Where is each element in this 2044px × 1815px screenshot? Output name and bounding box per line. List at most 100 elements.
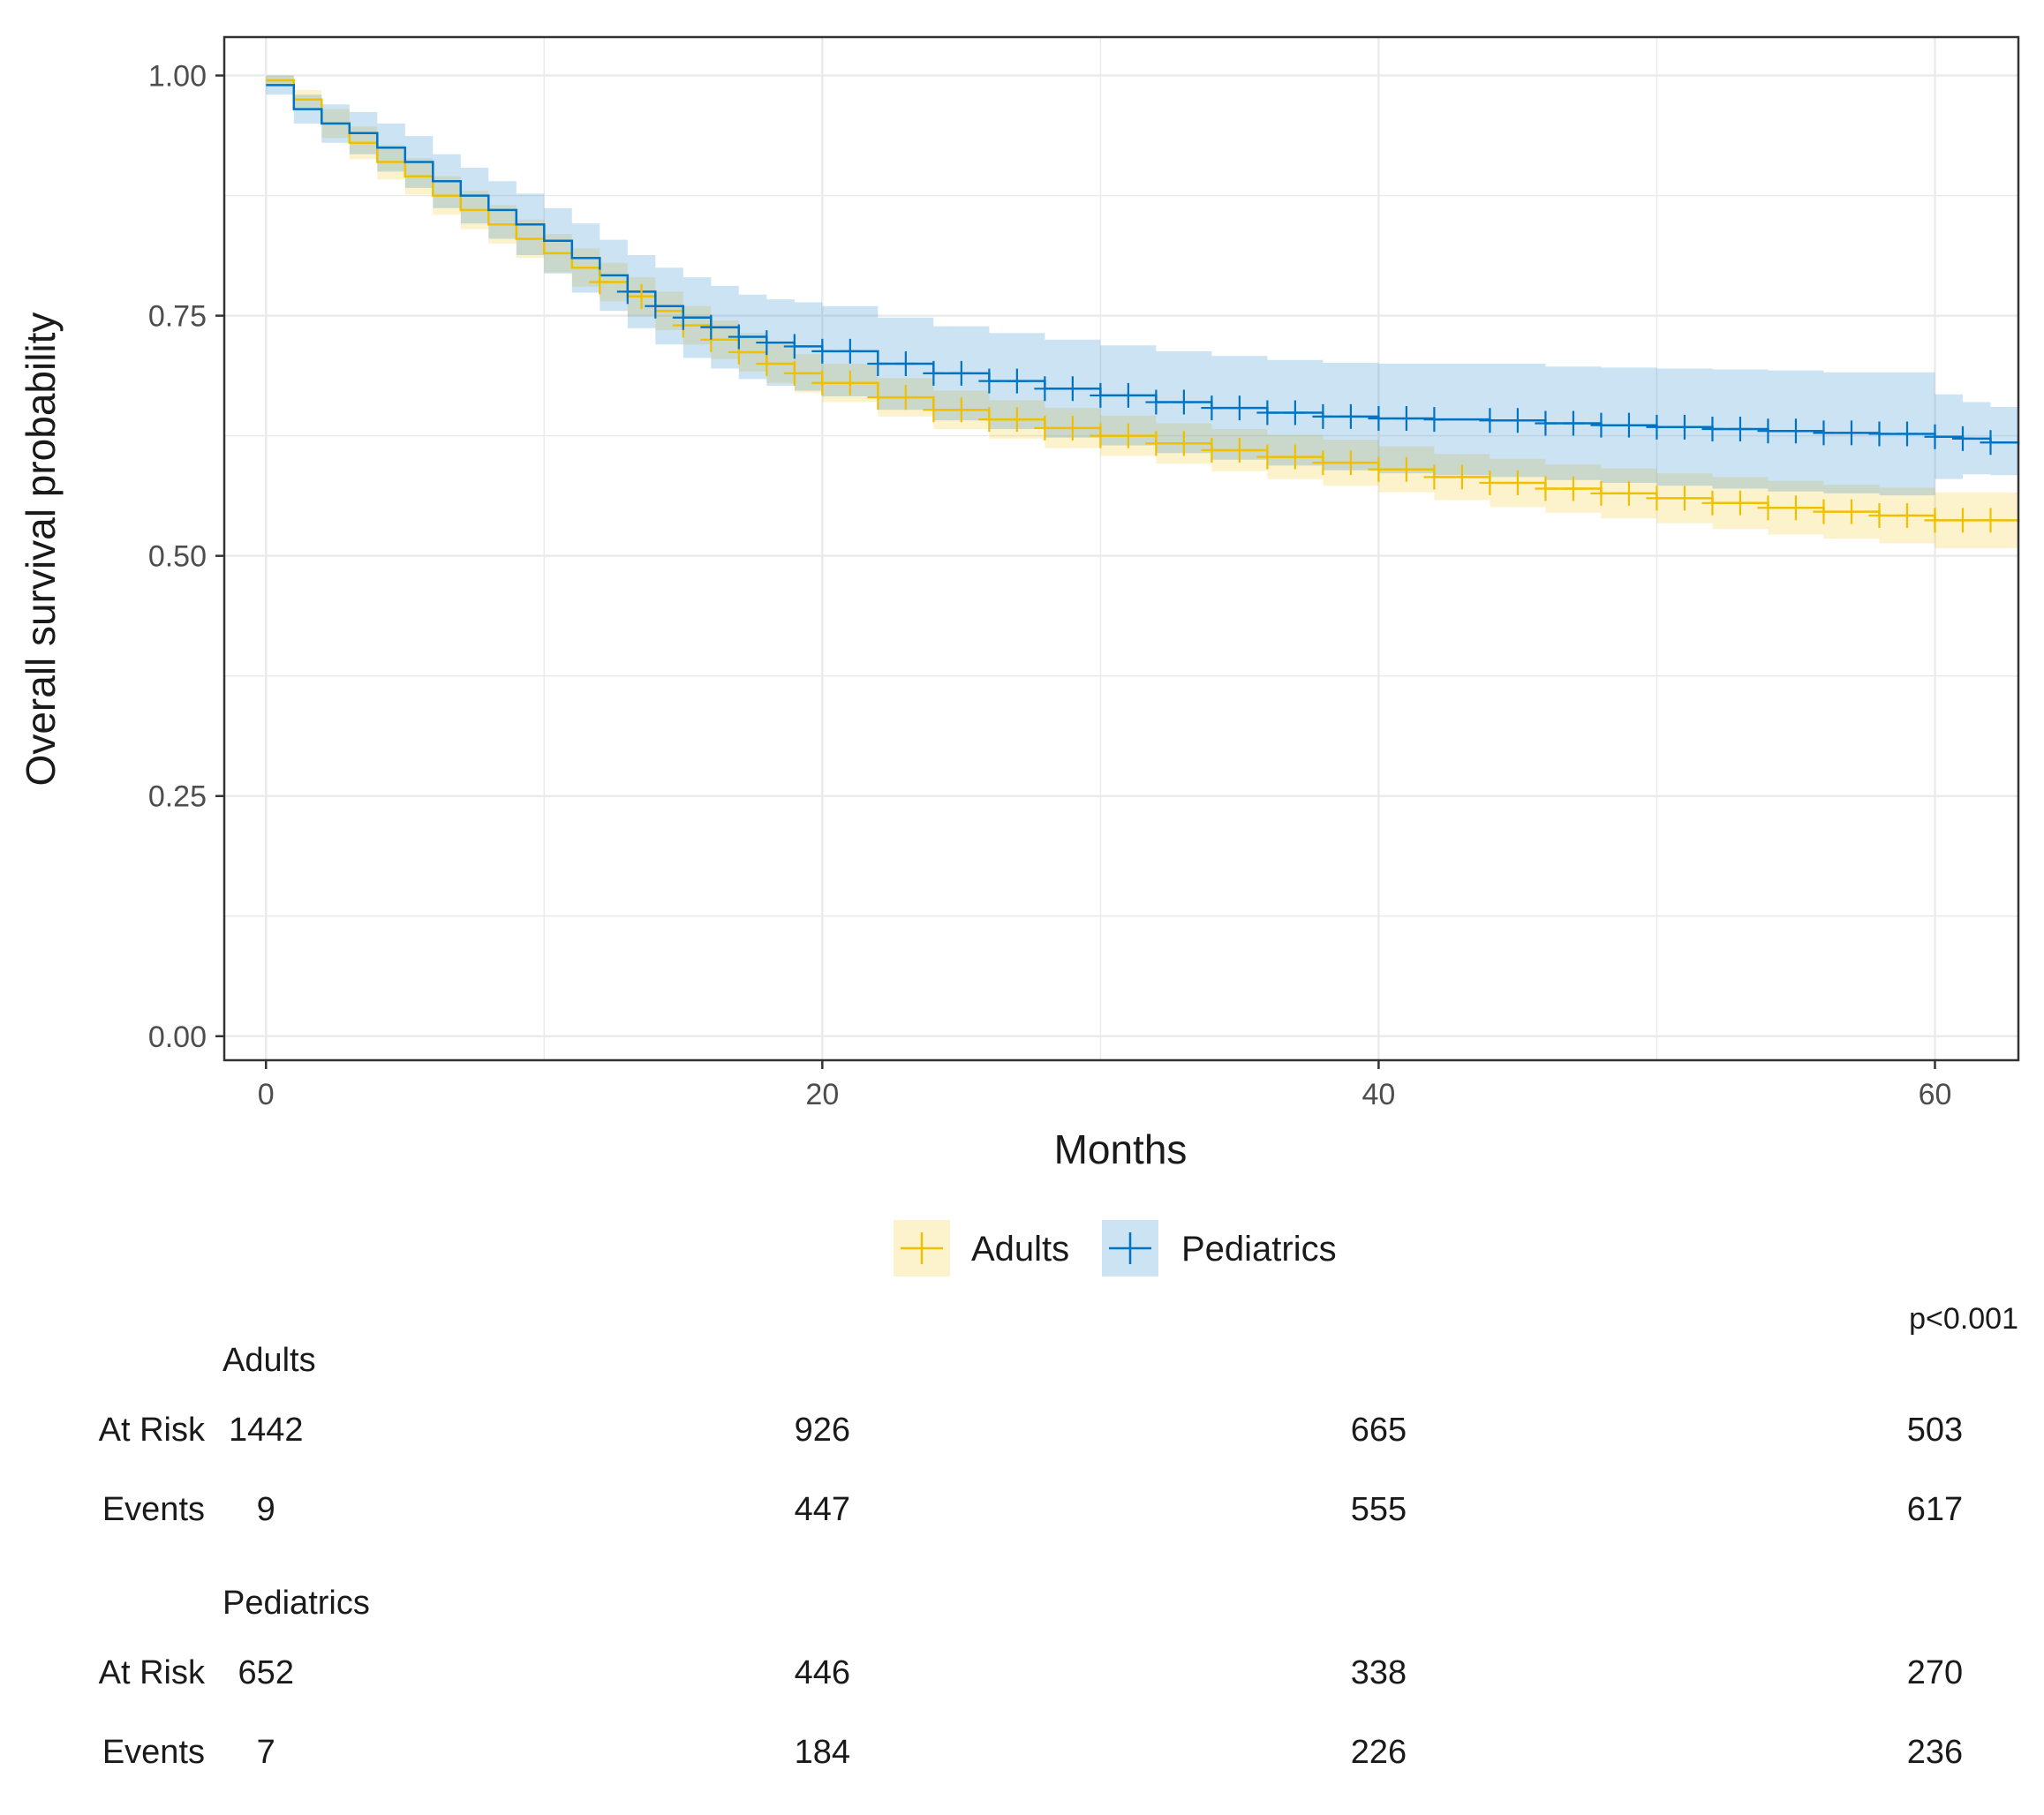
censor-mark-adults bbox=[1618, 480, 1640, 506]
risk-table-row-label-at-risk: At Risk bbox=[99, 1412, 206, 1449]
censor-mark-adults bbox=[978, 407, 1000, 433]
censor-mark-adults bbox=[1090, 423, 1112, 448]
censor-mark-pediatrics bbox=[839, 338, 861, 364]
censor-mark-pediatrics bbox=[1673, 414, 1695, 440]
censor-mark-pediatrics bbox=[1284, 400, 1306, 426]
censor-mark-pediatrics bbox=[1006, 368, 1028, 394]
risk-table-cell-adults-at-risk: 1442 bbox=[229, 1412, 304, 1449]
censor-mark-adults bbox=[1395, 456, 1417, 482]
censor-mark-pediatrics bbox=[1535, 410, 1557, 436]
x-tick-label: 40 bbox=[1361, 1078, 1395, 1111]
censor-mark-pediatrics bbox=[923, 360, 945, 386]
censor-mark-adults bbox=[867, 385, 889, 410]
censor-mark-adults bbox=[950, 397, 972, 423]
censor-mark-adults bbox=[1924, 508, 1946, 533]
confidence-band-adults bbox=[266, 75, 2018, 552]
x-tick-label: 0 bbox=[258, 1078, 275, 1111]
censor-mark-adults bbox=[1701, 490, 1723, 516]
censor-mark-pediatrics bbox=[1618, 412, 1640, 438]
censor-mark-adults bbox=[1423, 464, 1445, 490]
censor-mark-adults bbox=[1951, 508, 1973, 533]
risk-table-cell-adults-events: 447 bbox=[795, 1491, 850, 1528]
risk-table-row-label-events: Events bbox=[102, 1491, 205, 1528]
censor-mark-adults bbox=[923, 397, 945, 423]
censor-mark-pediatrics bbox=[783, 334, 805, 359]
legend-marker-pediatrics bbox=[1109, 1232, 1151, 1264]
risk-table-cell-pediatrics-at-risk: 270 bbox=[1907, 1654, 1963, 1691]
censor-mark-pediatrics bbox=[1034, 376, 1056, 402]
censor-mark-pediatrics bbox=[978, 368, 1000, 394]
censor-mark-pediatrics bbox=[1117, 382, 1139, 408]
risk-table-cell-adults-events: 617 bbox=[1907, 1491, 1963, 1528]
risk-table-cell-adults-at-risk: 503 bbox=[1907, 1412, 1963, 1449]
censor-mark-pediatrics bbox=[756, 330, 778, 356]
censor-mark-adults bbox=[1256, 444, 1278, 470]
censor-mark-pediatrics bbox=[1896, 421, 1918, 447]
censor-mark-adults bbox=[1673, 486, 1695, 511]
censor-marks bbox=[589, 269, 2002, 533]
censor-mark-adults bbox=[1868, 502, 1890, 528]
risk-table-cell-pediatrics-events: 184 bbox=[795, 1734, 850, 1771]
censor-mark-pediatrics bbox=[728, 324, 750, 350]
censor-mark-pediatrics bbox=[1479, 408, 1501, 433]
censor-mark-pediatrics bbox=[1395, 406, 1417, 432]
censor-mark-pediatrics bbox=[1924, 424, 1946, 449]
censor-mark-adults bbox=[1145, 431, 1167, 456]
censor-mark-adults bbox=[1312, 450, 1334, 476]
legend-label-pediatrics: Pediatrics bbox=[1181, 1230, 1337, 1269]
legend-marker-adults bbox=[901, 1232, 943, 1264]
legend-label-adults: Adults bbox=[971, 1230, 1069, 1269]
y-tick-label: 0.50 bbox=[148, 540, 207, 574]
censor-mark-adults bbox=[1006, 407, 1028, 433]
risk-table-group-pediatrics: Pediatrics bbox=[223, 1585, 370, 1622]
censor-mark-adults bbox=[1228, 437, 1250, 463]
risk-table-cell-adults-at-risk: 926 bbox=[795, 1412, 850, 1449]
censor-mark-adults bbox=[1173, 431, 1195, 456]
censor-mark-pediatrics bbox=[1868, 421, 1890, 447]
censor-mark-adults bbox=[839, 370, 861, 395]
censor-mark-adults bbox=[1061, 415, 1083, 441]
censor-mark-pediatrics bbox=[1145, 389, 1167, 415]
risk-table-group-adults: Adults bbox=[223, 1342, 316, 1379]
x-axis-ticks: 0 20 40 60 bbox=[258, 1060, 1952, 1111]
censor-mark-pediatrics bbox=[1562, 410, 1584, 436]
y-axis-title: Overall survival probability bbox=[18, 313, 64, 787]
censor-mark-pediatrics bbox=[867, 351, 889, 377]
censor-mark-adults bbox=[1506, 470, 1528, 495]
censor-mark-adults bbox=[894, 385, 916, 410]
legend: Adults Pediatrics bbox=[894, 1220, 1337, 1277]
censor-mark-adults bbox=[1896, 502, 1918, 528]
censor-mark-adults bbox=[783, 360, 805, 386]
censor-mark-adults bbox=[1535, 476, 1557, 501]
y-tick-label: 0.75 bbox=[148, 300, 207, 334]
censor-mark-pediatrics bbox=[1729, 417, 1751, 442]
risk-table-cell-pediatrics-at-risk: 338 bbox=[1351, 1654, 1407, 1691]
censor-mark-adults bbox=[1479, 470, 1501, 495]
censor-mark-pediatrics bbox=[1813, 420, 1835, 446]
censor-mark-pediatrics bbox=[1256, 400, 1278, 426]
y-tick-label: 0.00 bbox=[148, 1020, 207, 1054]
censor-mark-pediatrics bbox=[1646, 414, 1668, 440]
censor-mark-pediatrics bbox=[950, 360, 972, 386]
x-axis-title: Months bbox=[1054, 1126, 1188, 1172]
censor-mark-adults bbox=[1034, 415, 1056, 441]
censor-mark-adults bbox=[1590, 480, 1612, 506]
x-tick-label: 60 bbox=[1919, 1078, 1952, 1111]
censor-mark-pediatrics bbox=[672, 305, 694, 330]
censor-mark-adults bbox=[1813, 499, 1835, 524]
censor-mark-pediatrics bbox=[1506, 408, 1528, 433]
censor-mark-pediatrics bbox=[894, 351, 916, 377]
censor-mark-adults bbox=[1284, 444, 1306, 470]
censor-mark-pediatrics bbox=[1339, 403, 1361, 429]
censor-mark-pediatrics bbox=[1951, 426, 1973, 451]
censor-mark-pediatrics bbox=[700, 314, 722, 340]
censor-mark-pediatrics bbox=[1061, 376, 1083, 402]
risk-table: Adults At Risk 1442 926 665 503 Events 9 447 555 6… bbox=[99, 1342, 1964, 1771]
censor-mark-pediatrics bbox=[1090, 382, 1112, 408]
confidence-bands bbox=[266, 75, 2018, 552]
censor-mark-pediatrics bbox=[1201, 395, 1223, 421]
censor-mark-pediatrics bbox=[1312, 403, 1334, 429]
risk-table-cell-pediatrics-at-risk: 446 bbox=[795, 1654, 850, 1691]
